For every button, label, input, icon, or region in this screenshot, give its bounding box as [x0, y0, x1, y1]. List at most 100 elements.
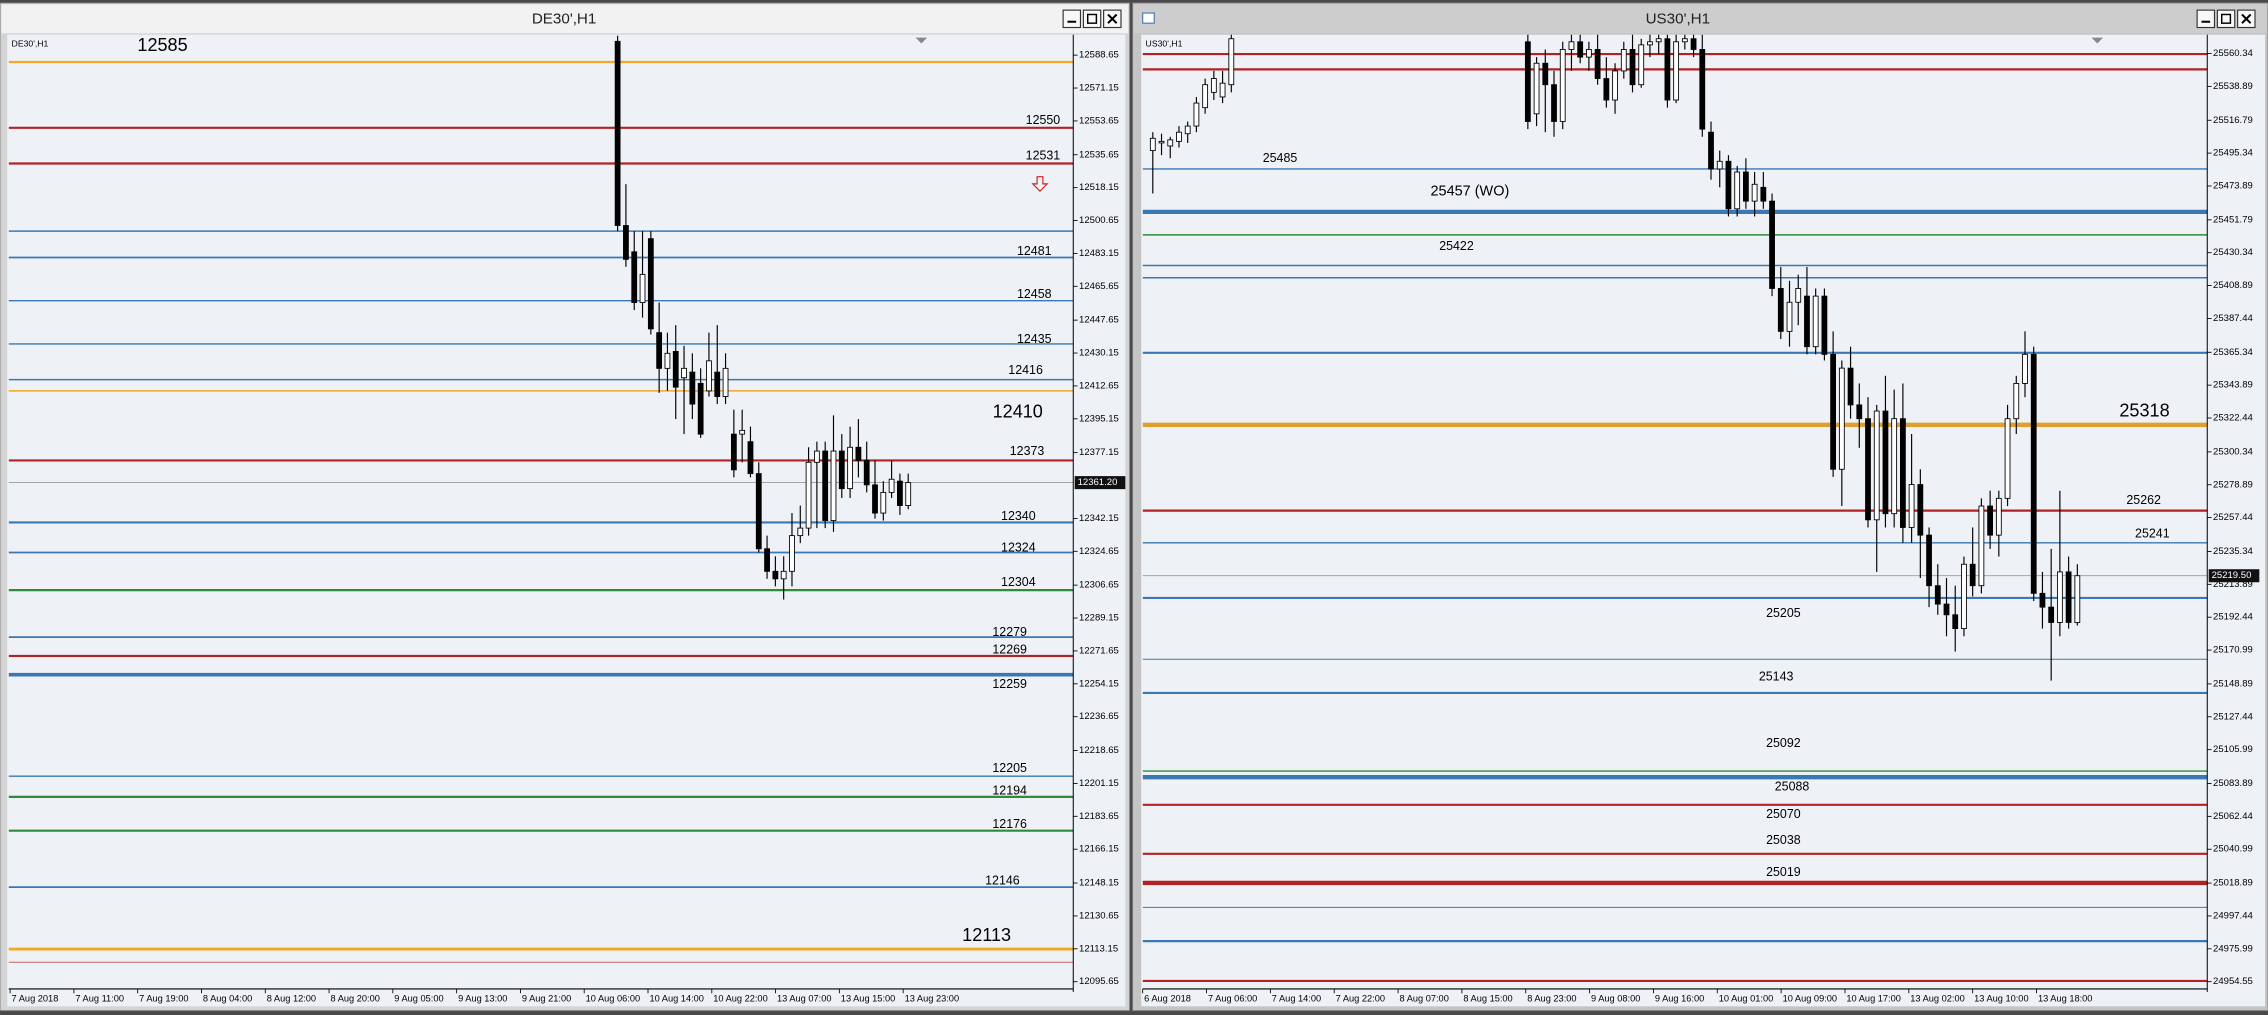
y-tick-label: 12218.65 — [1079, 745, 1119, 756]
x-tick-label: 13 Aug 18:00 — [2038, 994, 2093, 1004]
minimize-button[interactable] — [2196, 9, 2216, 29]
last-price-label: 12361.20 — [1078, 477, 1118, 488]
candle-body — [1551, 84, 1557, 122]
x-tick-label: 9 Aug 05:00 — [394, 994, 443, 1004]
y-tick-label: 25538.89 — [2213, 81, 2253, 92]
candle-body — [838, 450, 845, 490]
x-tick-label: 6 Aug 2018 — [1144, 994, 1191, 1004]
candle-body — [1821, 295, 1828, 355]
x-tick-label: 8 Aug 23:00 — [1527, 994, 1576, 1004]
level-label: 25070 — [1766, 807, 1801, 821]
y-tick-label: 12095.65 — [1079, 976, 1119, 987]
candle-body — [1647, 41, 1653, 46]
y-tick-label: 25495.34 — [2213, 148, 2253, 159]
x-tick-label: 7 Aug 22:00 — [1336, 994, 1385, 1004]
candle-body — [1559, 49, 1566, 122]
candle-body — [855, 446, 862, 461]
y-tick-label: 25408.89 — [2213, 280, 2253, 291]
y-tick-label: 25278.89 — [2213, 479, 2253, 490]
candle-body — [1542, 62, 1549, 86]
y-tick-label: 12289.15 — [1079, 613, 1119, 624]
y-tick-label: 25062.44 — [2213, 811, 2253, 822]
candle-body — [813, 450, 820, 463]
candle-body — [681, 367, 687, 379]
level-label: 12146 — [985, 874, 1020, 888]
candle-body — [1882, 410, 1889, 515]
candle-body — [1158, 140, 1165, 144]
candle-body — [2074, 575, 2081, 623]
restore-button[interactable] — [1082, 9, 1102, 29]
y-tick-label: 25430.34 — [2213, 247, 2253, 258]
sell-arrow — [1031, 176, 1049, 192]
candle-body — [2039, 592, 2046, 608]
y-tick-label: 12254.15 — [1079, 678, 1119, 689]
candle-body — [1167, 139, 1174, 147]
candle-body — [1847, 367, 1854, 406]
y-tick-label: 25192.44 — [2213, 612, 2253, 623]
restore-button[interactable] — [2216, 9, 2236, 29]
level-label: 12373 — [1010, 444, 1045, 458]
level-label: 12410 — [993, 401, 1043, 421]
y-tick-label: 25257.44 — [2213, 512, 2253, 523]
level-label: 25422 — [1439, 239, 1474, 253]
candle-body — [1952, 614, 1959, 630]
candle-body — [1769, 200, 1775, 289]
level-label: 12205 — [992, 761, 1027, 775]
candle-body — [1978, 505, 1985, 587]
title-bar — [1, 4, 1129, 34]
candle-body — [764, 548, 770, 572]
symbol-label: US30',H1 — [1146, 38, 1183, 48]
x-tick-label: 7 Aug 06:00 — [1208, 994, 1257, 1004]
candle-body — [1184, 125, 1191, 135]
y-tick-label: 25365.34 — [2213, 347, 2253, 358]
candle-body — [905, 482, 912, 506]
x-tick-label: 8 Aug 12:00 — [267, 994, 316, 1004]
candle-body — [1725, 160, 1732, 210]
candle-body — [1865, 418, 1871, 521]
minimize-button[interactable] — [1062, 9, 1082, 29]
y-tick-label: 12130.65 — [1079, 910, 1119, 921]
candle-body — [1228, 38, 1235, 86]
plot — [1142, 34, 2208, 983]
y-tick-label: 25148.89 — [2213, 678, 2253, 689]
x-tick-label: 10 Aug 09:00 — [1783, 994, 1838, 1004]
candle-body — [1751, 183, 1758, 202]
candle-body — [1673, 41, 1680, 101]
symbol-label: DE30',H1 — [12, 38, 49, 48]
candle-body — [631, 251, 638, 304]
y-tick-label: 25387.44 — [2213, 313, 2253, 324]
candle-body — [1219, 82, 1226, 98]
y-tick-label: 25170.99 — [2213, 645, 2253, 656]
candle-body — [1603, 78, 1610, 101]
candle-body — [1969, 563, 1976, 587]
y-tick-label: 12342.15 — [1079, 513, 1119, 524]
candle-body — [2065, 571, 2072, 623]
candle-body — [1899, 418, 1906, 528]
candle-body — [656, 332, 663, 369]
level-label: 25092 — [1766, 736, 1801, 750]
candle-body — [1629, 49, 1636, 86]
candle-body — [1856, 404, 1863, 420]
candle-body — [1638, 44, 1645, 86]
x-tick-label: 13 Aug 15:00 — [841, 994, 896, 1004]
x-tick-label: 8 Aug 20:00 — [331, 994, 380, 1004]
y-tick-label: 25083.89 — [2213, 778, 2253, 789]
x-tick-label: 10 Aug 22:00 — [713, 994, 768, 1004]
y-tick-label: 25343.89 — [2213, 380, 2253, 391]
y-tick-label: 12148.15 — [1079, 878, 1119, 889]
level-label: 25143 — [1759, 669, 1794, 683]
window-title: DE30',H1 — [532, 11, 596, 28]
candle-body — [863, 460, 870, 486]
candle-body — [1699, 49, 1706, 130]
candle-body — [1943, 603, 1950, 616]
candle-body — [1568, 41, 1575, 50]
x-tick-label: 8 Aug 15:00 — [1463, 994, 1512, 1004]
y-tick-label: 12518.15 — [1079, 182, 1119, 193]
y-tick-label: 25018.89 — [2213, 878, 2253, 889]
level-label: 12324 — [1001, 540, 1036, 554]
y-tick-label: 24954.55 — [2213, 976, 2253, 987]
x-tick-label: 7 Aug 11:00 — [75, 994, 124, 1004]
level-label: 12435 — [1017, 332, 1052, 346]
candle-body — [1664, 38, 1671, 101]
x-tick-label: 7 Aug 14:00 — [1272, 994, 1321, 1004]
